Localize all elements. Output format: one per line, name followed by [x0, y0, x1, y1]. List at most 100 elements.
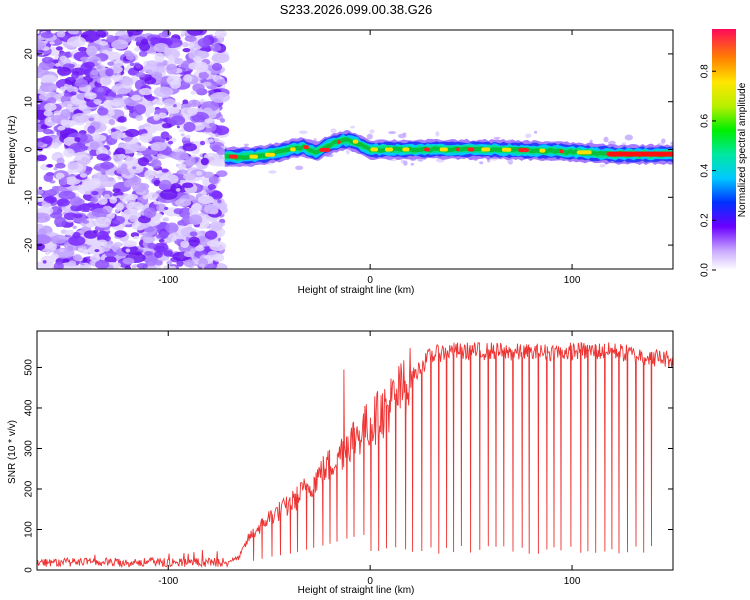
noise-blob: [131, 264, 137, 269]
noise-blob: [57, 125, 66, 131]
noise-blob: [146, 192, 160, 201]
noise-blob: [64, 76, 77, 85]
noise-blob: [156, 234, 164, 239]
noise-blob: [170, 115, 186, 126]
noise-blob: [59, 178, 68, 186]
noise-blob: [43, 173, 54, 182]
noise-blob: [183, 251, 195, 258]
noise-blob: [149, 149, 159, 156]
noise-blob: [156, 203, 167, 212]
noise-blob: [89, 255, 101, 262]
noise-blob: [84, 143, 91, 147]
ridge-noise: [479, 161, 484, 165]
noise-blob: [171, 151, 189, 161]
noise-blob: [40, 74, 58, 84]
ridge-core: [303, 145, 309, 150]
ridge-core: [249, 154, 258, 159]
noise-blob: [57, 210, 61, 214]
noise-blob: [205, 189, 213, 194]
ridge-noise: [603, 136, 609, 143]
noise-blob: [147, 242, 157, 249]
noise-blob: [199, 140, 206, 146]
noise-blob: [182, 47, 191, 53]
noise-blob: [188, 43, 195, 49]
noise-blob: [132, 182, 147, 193]
noise-blob: [74, 264, 88, 269]
noise-blob: [66, 36, 87, 47]
noise-blob: [159, 189, 178, 200]
noise-blob: [38, 186, 43, 190]
snr-frame: [36, 330, 674, 571]
ridge-noise: [295, 165, 304, 170]
noise-blob: [207, 184, 217, 190]
noise-blob: [134, 47, 141, 52]
noise-blob: [198, 263, 206, 268]
noise-blob: [146, 95, 155, 102]
noise-blob: [113, 241, 123, 248]
noise-blob: [137, 157, 149, 167]
noise-blob: [195, 170, 203, 176]
x-tick-label: -100: [158, 275, 178, 286]
noise-blob: [88, 117, 95, 122]
noise-blob: [113, 59, 124, 67]
noise-blob: [96, 60, 103, 64]
noise-blob: [37, 41, 46, 51]
snr-ylabel: SNR (10 * v/v): [7, 420, 18, 484]
noise-blob: [123, 179, 134, 188]
noise-blob: [167, 140, 174, 145]
noise-blob: [166, 63, 178, 75]
noise-blob: [161, 123, 173, 129]
noise-blob: [186, 30, 204, 36]
noise-blob: [207, 138, 215, 143]
noise-blob: [95, 260, 110, 269]
noise-blob: [125, 193, 138, 201]
noise-blob: [163, 265, 172, 269]
ridge-core: [576, 150, 592, 155]
noise-blob: [182, 182, 194, 189]
noise-blob: [117, 116, 127, 123]
noise-blob: [90, 197, 98, 204]
noise-blob: [150, 141, 167, 152]
noise-blob: [53, 166, 58, 171]
noise-blob: [69, 196, 82, 207]
noise-blob: [209, 241, 227, 252]
ridge-noise: [533, 130, 538, 134]
colorbar-label: Normalized spectral amplitude: [737, 82, 748, 217]
noise-blob: [213, 253, 225, 263]
noise-blob: [37, 261, 46, 269]
noise-blob: [51, 142, 60, 149]
ridge-noise: [268, 170, 277, 174]
noise-blob: [96, 153, 110, 161]
noise-blob: [86, 202, 96, 208]
noise-blob: [179, 179, 186, 184]
ridge-core: [456, 147, 460, 152]
noise-blob: [83, 230, 98, 239]
noise-blob: [122, 240, 137, 248]
noise-blob: [194, 245, 205, 252]
noise-blob: [194, 61, 209, 73]
noise-blob: [69, 142, 88, 153]
noise-blob: [94, 249, 100, 253]
noise-blob: [58, 190, 76, 200]
noise-blob: [102, 245, 111, 252]
noise-blob: [193, 56, 203, 63]
noise-blob: [197, 230, 207, 236]
colorbar-ticks: 0.0 0.2 0.4 0.6 0.8: [700, 64, 716, 277]
noise-blob: [135, 30, 141, 33]
noise-blob: [72, 231, 81, 239]
noise-blob: [135, 72, 146, 78]
ridge-noise: [608, 140, 616, 145]
noise-blob: [163, 98, 176, 106]
ridge-core: [467, 147, 475, 152]
noise-blob: [68, 260, 77, 267]
noise-blob: [82, 257, 88, 263]
ridge-core: [264, 152, 276, 157]
noise-blob: [112, 154, 124, 162]
noise-blob: [176, 188, 181, 192]
noise-blob: [88, 177, 101, 189]
noise-blob: [100, 161, 115, 170]
noise-blob: [108, 109, 115, 117]
noise-blob: [105, 95, 115, 101]
noise-blob: [90, 69, 100, 76]
